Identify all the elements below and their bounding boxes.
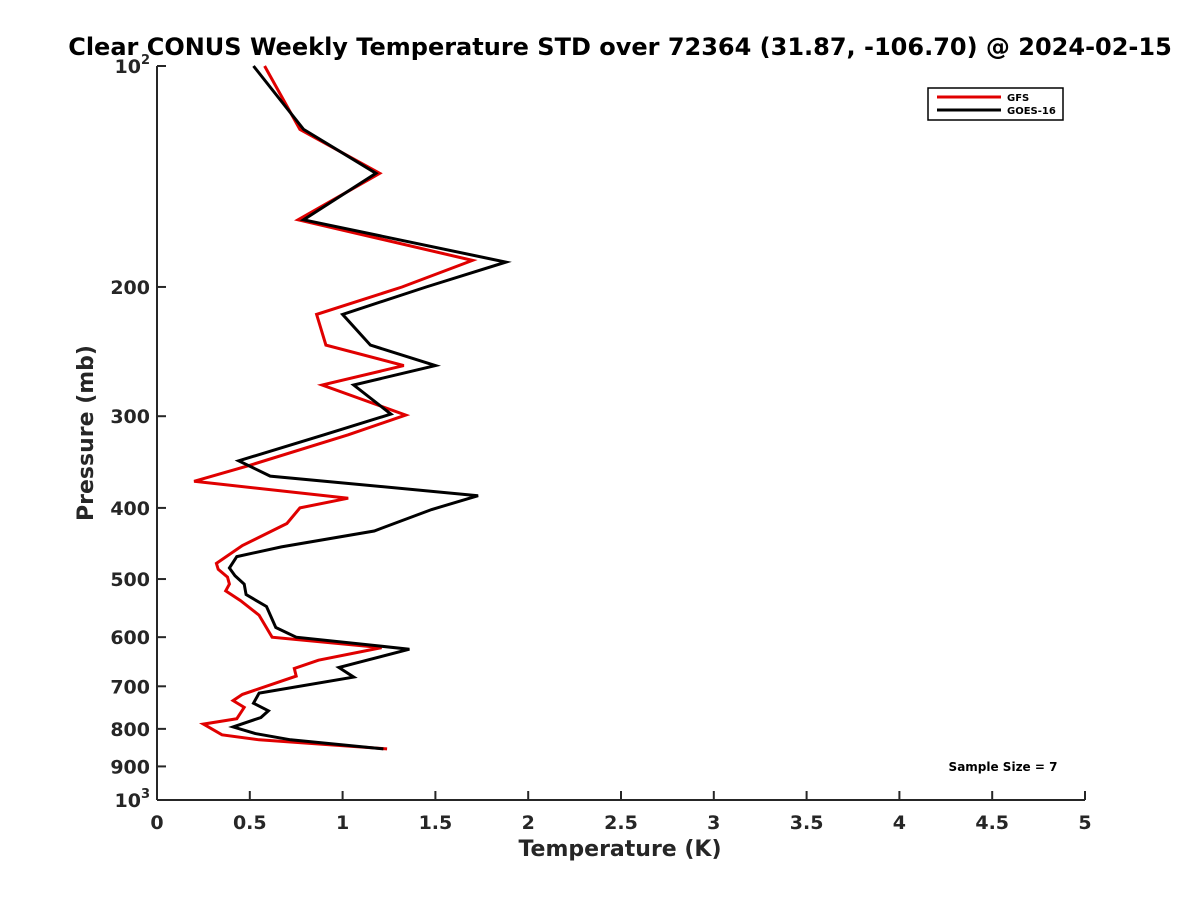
y-tick-label: 900 [110,756,150,778]
series-line-goes-16 [227,65,512,751]
y-tick-label: 103 [115,787,151,812]
chart-title: Clear CONUS Weekly Temperature STD over … [68,33,1172,61]
y-tick-label: 700 [110,676,150,698]
x-tick-label: 2.5 [604,812,638,834]
x-tick-label: 5 [1078,812,1091,834]
legend-box [927,87,1064,121]
series-layer [193,65,512,751]
y-tick-label: 600 [110,627,150,649]
x-tick-label: 1 [336,812,349,834]
x-tick-label: 1.5 [419,812,453,834]
legend-label: GOES-16 [1007,106,1056,117]
x-tick-label: 4 [893,812,906,834]
y-tick-label: 400 [110,498,150,520]
x-tick-label: 4.5 [975,812,1009,834]
sample-size-annotation: Sample Size = 7 [949,760,1058,774]
y-tick-label: 200 [110,277,150,299]
x-tick-label: 0 [150,812,163,834]
x-axis-label: Temperature (K) [518,837,721,862]
y-tick-label: 800 [110,719,150,741]
y-tick-label: 300 [110,406,150,428]
series-line-gfs [193,65,478,751]
axes: 0 0.5 1 1.5 2 2.5 3 3.5 4 4.5 5 102 200 300 400 500 600 7… [110,53,1091,834]
legend: GFS GOES-16 [927,87,1064,121]
y-tick-label: 102 [115,53,151,78]
y-axis-label: Pressure (mb) [74,345,99,521]
x-tick-label: 3.5 [790,812,824,834]
legend-label: GFS [1007,93,1029,104]
y-tick-label: 500 [110,569,150,591]
x-tick-label: 3 [707,812,720,834]
x-tick-label: 2 [522,812,535,834]
x-tick-label: 0.5 [233,812,267,834]
